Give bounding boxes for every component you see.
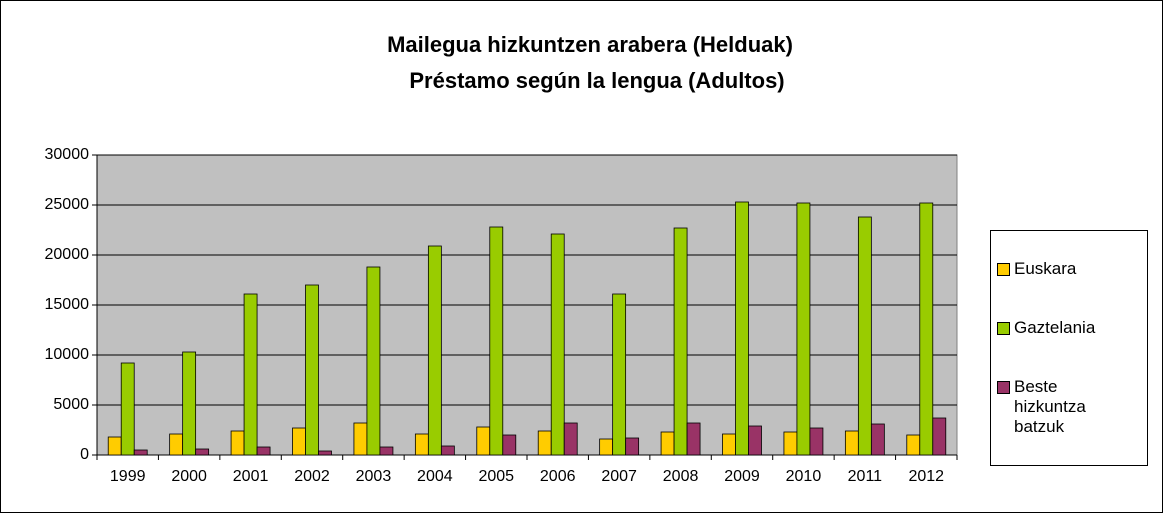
bar [625,437,640,456]
chart-subtitle: Préstamo según la lengua (Adultos) [409,68,784,93]
x-tick-label: 2005 [478,468,514,485]
bar [932,417,947,456]
y-tick-label: 20000 [45,246,90,263]
bar [612,293,627,456]
x-tick-label: 2000 [171,468,207,485]
bar [366,266,381,456]
bar [686,422,701,456]
y-tick-label: 30000 [45,146,90,163]
bar [256,446,271,456]
x-tick-label: 2007 [601,468,637,485]
x-tick-label: 2010 [786,468,822,485]
bar [195,448,210,456]
x-tick-label: 2008 [663,468,699,485]
bar [318,450,332,456]
x-tick-label: 2003 [356,468,392,485]
bar [857,216,872,456]
bar [120,362,135,456]
chart-title: Mailegua hizkuntzen arabera (Helduak) [387,32,793,57]
bar [379,446,394,456]
bar [230,430,245,456]
x-tick-label: 2001 [233,468,269,485]
y-tick-label: 5000 [53,396,89,413]
legend-label: Euskara [1014,258,1077,278]
legend: Euskara Gaztelania Beste hizkuntza batzuk [990,230,1148,466]
bar [292,427,306,456]
x-tick-label: 2012 [908,468,944,485]
legend-item: Gaztelania [997,318,1141,338]
bar [844,430,859,456]
bar [673,227,688,456]
x-tick-label: 2002 [294,468,330,485]
bar [353,422,368,456]
bar [476,426,491,456]
bar [305,284,319,456]
legend-swatch [997,321,1010,335]
bar [107,436,122,456]
x-tick-label: 2006 [540,468,576,485]
bar [537,430,552,456]
y-tick-label: 0 [80,446,89,463]
legend-label: Gaztelania [1014,317,1096,337]
x-tick-label: 1999 [110,468,146,485]
bar [722,433,736,456]
x-tick-label: 2009 [724,468,760,485]
bar [169,433,184,456]
bar [906,434,921,456]
legend-swatch [997,262,1010,276]
bar [563,422,578,456]
bar [748,425,762,456]
y-tick-label: 25000 [45,196,90,213]
bar [502,434,517,456]
bar [427,245,442,456]
bar [182,351,197,456]
legend-item: Beste hizkuntza batzuk [997,377,1141,437]
bar [735,201,749,456]
bar [783,431,798,456]
legend-swatch [997,381,1010,395]
y-tick-label: 10000 [45,346,90,363]
bar [660,431,675,456]
bar [919,202,934,456]
x-tick-label: 2004 [417,468,453,485]
y-tick-label: 15000 [45,296,90,313]
bar [870,423,885,456]
bar [440,445,455,456]
bar [550,233,565,456]
bar [489,226,504,456]
x-tick-label: 2011 [848,468,883,485]
legend-item: Euskara [997,259,1141,279]
bar [796,202,811,456]
bar [809,427,824,456]
bar [243,293,258,456]
bar [133,449,148,456]
bar [599,438,614,456]
bar [414,433,429,456]
legend-label: Beste hizkuntza batzuk [1014,377,1086,437]
